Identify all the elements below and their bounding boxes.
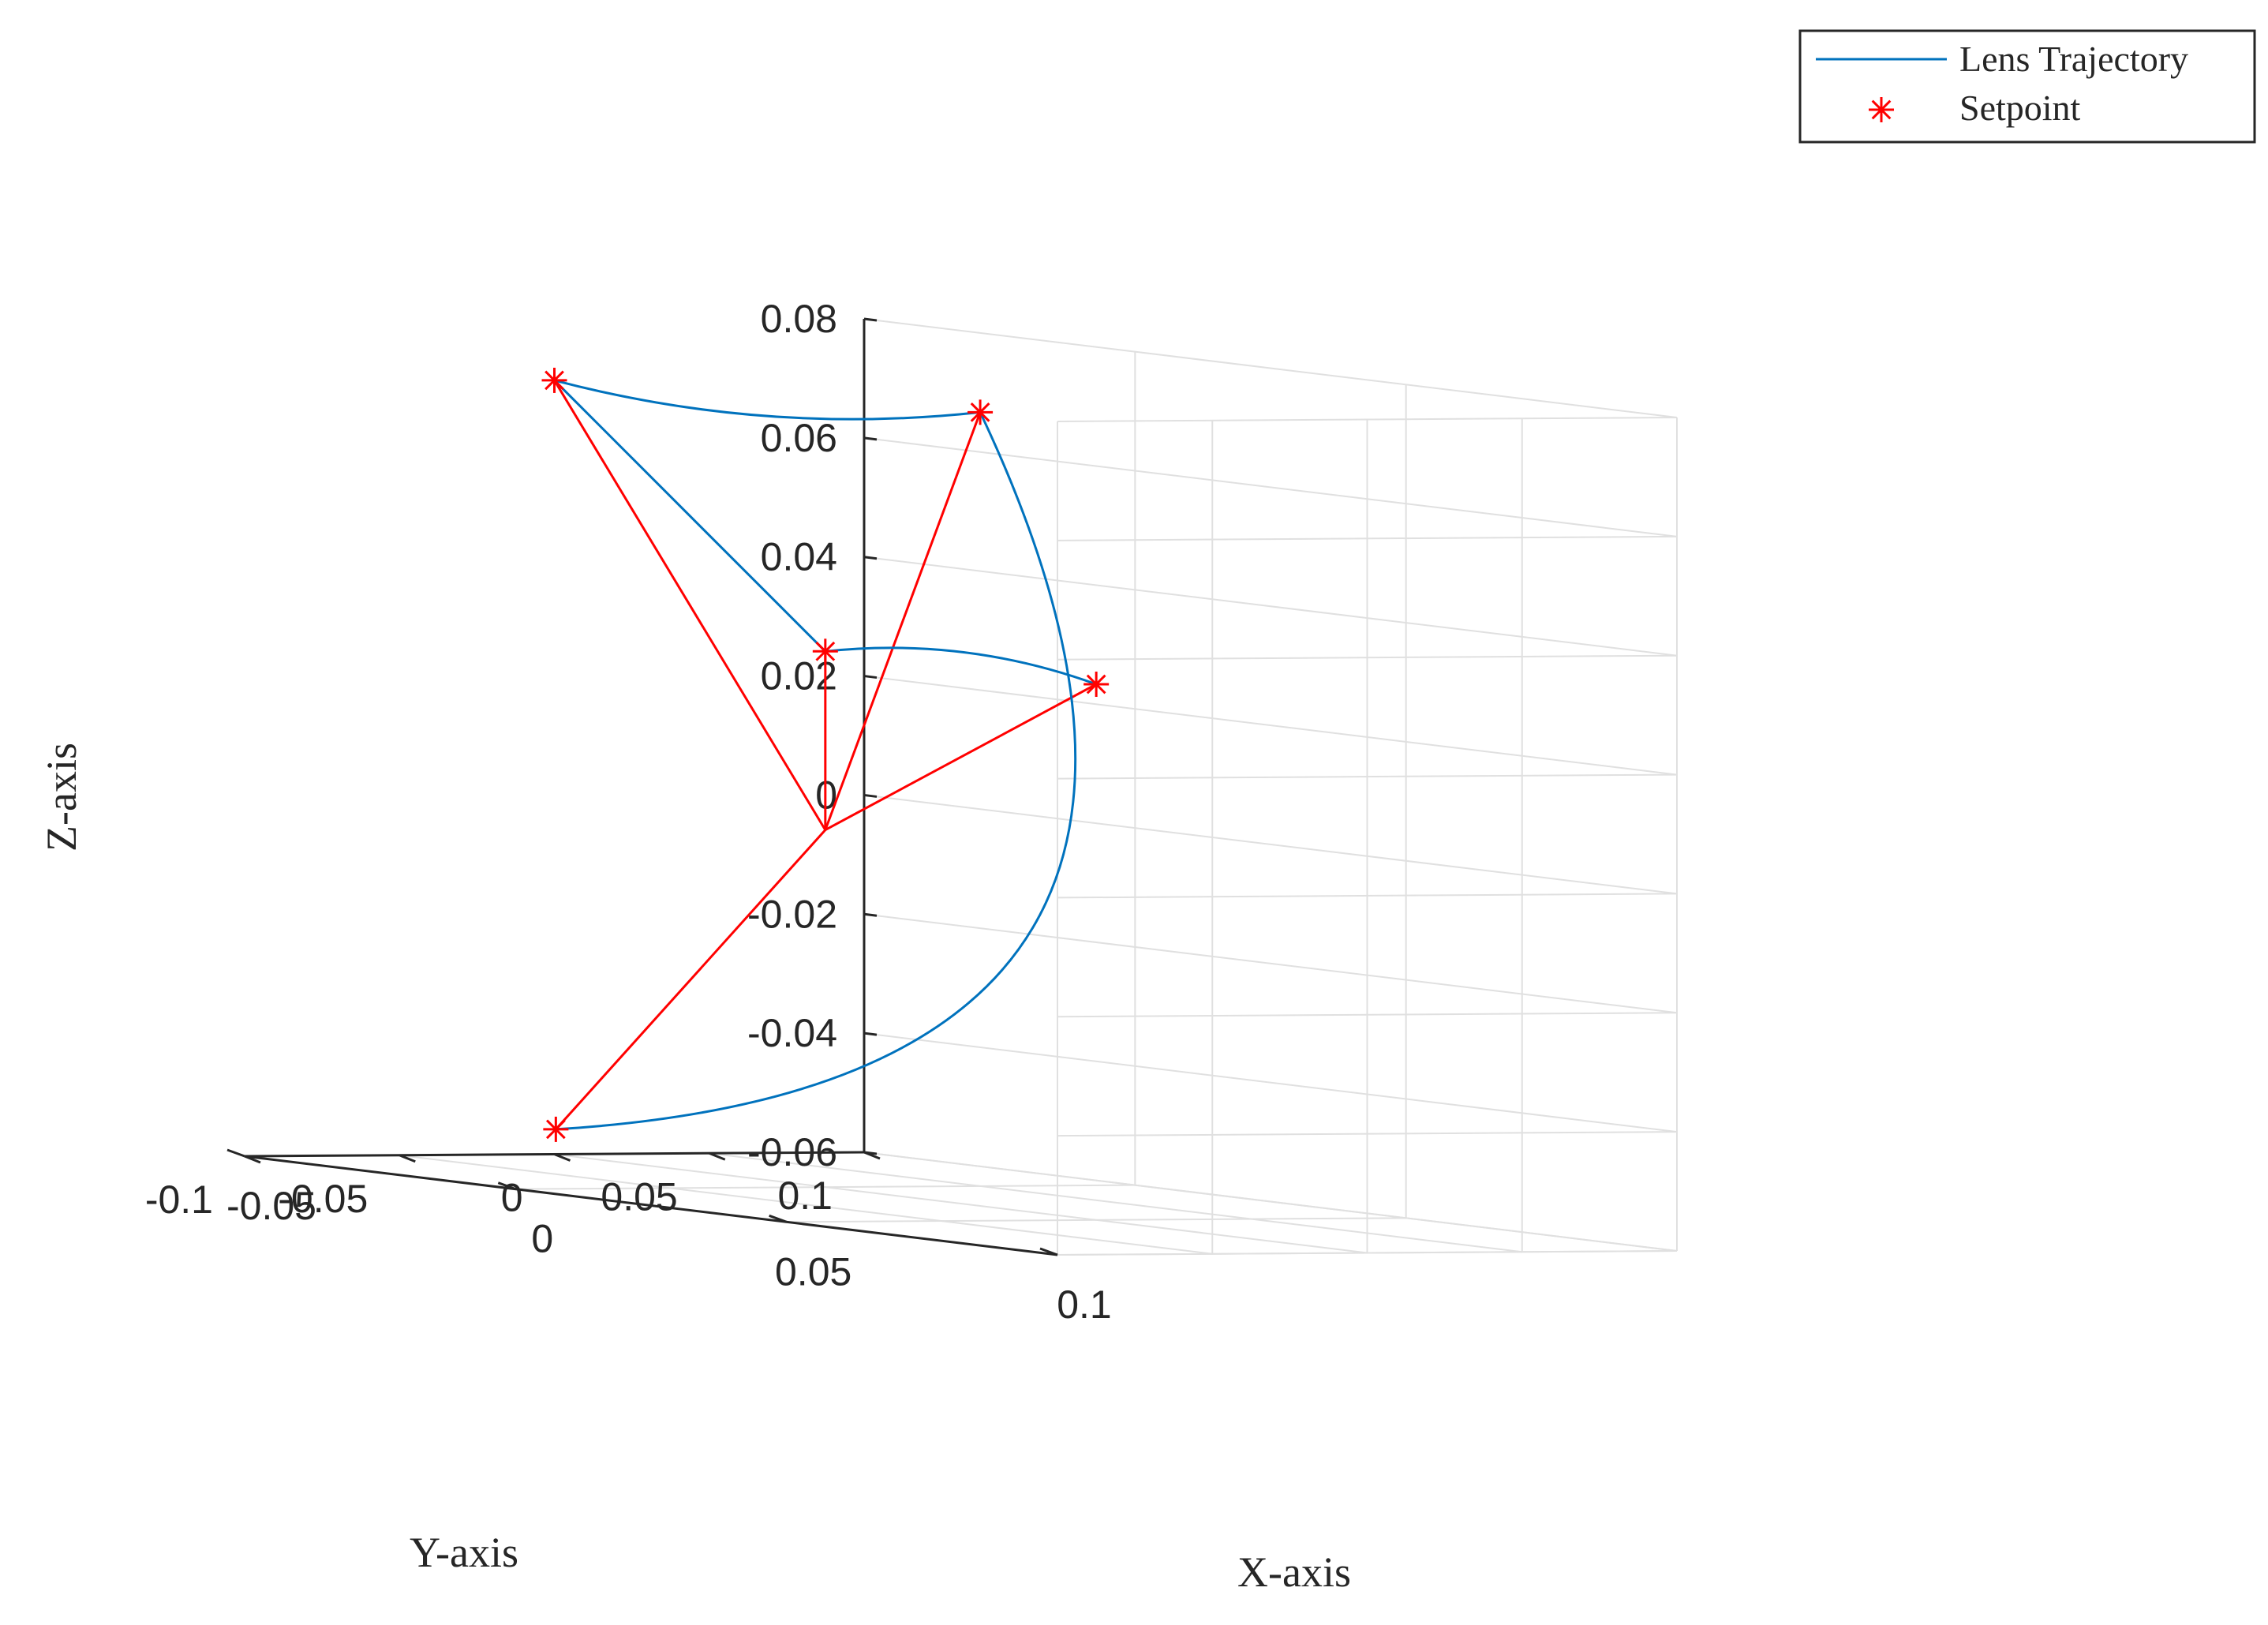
grid-line [863, 1151, 1678, 1252]
grid-line [709, 1152, 1522, 1253]
x-axis-line [244, 1155, 1058, 1256]
data-layer [541, 367, 1110, 1142]
legend-box [1798, 29, 2256, 144]
z-tick [863, 793, 878, 798]
trajectory-segment [825, 646, 1097, 686]
grid-line [1057, 417, 1678, 422]
setpoint-marker [967, 399, 994, 425]
x-tick-label: 0.05 [775, 1249, 851, 1294]
setpoint-ray [553, 380, 827, 831]
grid-line [1057, 1250, 1678, 1256]
label-layer: X-axis Y-axis Z-axis [38, 743, 1351, 1596]
x-tick [1039, 1247, 1058, 1256]
y-tick-label: 0.05 [601, 1174, 677, 1219]
grid-layer [244, 318, 1678, 1256]
y-tick-label: 0.1 [777, 1174, 833, 1218]
z-tick [863, 556, 878, 560]
grid-line [1057, 535, 1678, 541]
trajectory-segment [556, 411, 1077, 1131]
grid-line [863, 436, 1678, 537]
z-tick-label: 0.04 [761, 535, 837, 579]
x-tick [769, 1214, 788, 1223]
grid-line [863, 556, 1678, 657]
grid-line [863, 318, 1678, 418]
y-tick [863, 1151, 881, 1160]
z-tick-label: -0.06 [747, 1130, 837, 1174]
setpoint-ray [824, 411, 982, 831]
z-tick-label: 0.08 [761, 297, 837, 341]
y-tick [553, 1153, 571, 1162]
grid-line [863, 1032, 1678, 1133]
z-tick [863, 912, 878, 917]
legend-entry-setpoint: Setpoint [1959, 88, 2081, 128]
grid-line [1057, 654, 1678, 661]
x-tick [497, 1181, 516, 1191]
grid-line [1057, 893, 1678, 899]
grid-line [863, 913, 1678, 1014]
grid-line [1057, 1012, 1678, 1018]
grid-line [554, 1153, 1368, 1254]
x-tick-label: 0 [531, 1217, 553, 1261]
y-tick-label: -0.05 [278, 1177, 368, 1221]
z-tick-label: -0.04 [747, 1011, 837, 1055]
grid-line [399, 1154, 1213, 1255]
grid-line [863, 675, 1678, 776]
setpoint-marker [541, 367, 567, 393]
grid-line [1057, 773, 1678, 780]
y-axis-label: Y-axis [410, 1529, 518, 1576]
setpoint-marker [812, 638, 838, 665]
legend: Lens Trajectory Setpoint [1798, 29, 2256, 144]
axis-layer: -0.06-0.04-0.0200.020.040.060.08-0.1-0.0… [145, 297, 1112, 1327]
grid-line [863, 794, 1678, 895]
z-tick-label: 0.06 [761, 416, 837, 460]
legend-setpoint-marker [1869, 97, 1894, 122]
asterisk-icon [1869, 97, 1894, 122]
setpoint-marker [543, 1116, 569, 1142]
y-tick-label: -0.1 [145, 1178, 213, 1222]
x-axis-label: X-axis [1237, 1548, 1351, 1596]
y-tick-label: 0 [501, 1176, 523, 1220]
setpoint-marker [1083, 671, 1110, 697]
z-tick [863, 436, 878, 441]
x-tick-label: -0.05 [226, 1184, 316, 1228]
z-axis-label: Z-axis [38, 743, 85, 852]
trajectory-segment [554, 379, 981, 421]
x-tick-label: 0.1 [1057, 1282, 1112, 1327]
trajectory-segment [553, 379, 826, 653]
legend-entry-lens-trajectory: Lens Trajectory [1959, 39, 2188, 79]
z-tick [863, 317, 878, 322]
y-tick [709, 1151, 726, 1161]
grid-line [1057, 1131, 1678, 1137]
z-tick [863, 675, 878, 680]
y-tick [399, 1154, 416, 1163]
z-tick-label: -0.02 [747, 892, 837, 936]
z-tick [863, 1032, 878, 1036]
setpoint-ray [825, 683, 1097, 831]
y-tick [244, 1155, 261, 1164]
setpoint-ray [555, 829, 826, 1130]
x-tick [226, 1148, 245, 1158]
